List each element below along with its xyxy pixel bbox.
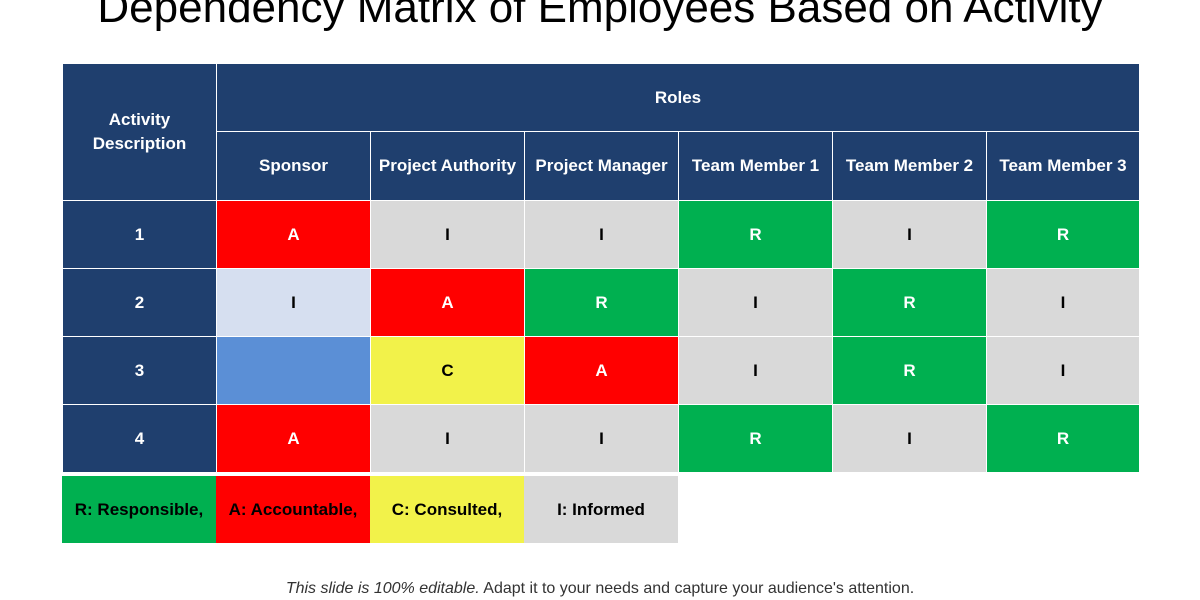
matrix-cell: I [524,200,679,269]
legend: R: Responsible, A: Accountable, C: Consult… [62,476,678,543]
matrix-cell: I [216,268,371,337]
matrix-cell: C [370,336,525,405]
role-header-row: Sponsor Project Authority Project Manager T… [63,131,1140,201]
roles-header: Roles [216,63,1140,132]
matrix-cell: R [986,404,1140,473]
legend-item: C: Consulted, [370,476,524,543]
matrix-cell: R [832,268,987,337]
activity-description-header: Activity Description [62,63,217,201]
footer-text: Adapt it to your needs and capture your … [479,580,915,597]
matrix-cell: I [986,268,1140,337]
matrix-cell: A [216,200,371,269]
matrix-cell: I [370,200,525,269]
dependency-matrix: Activity Description Roles Sponsor Projec… [62,63,1140,473]
legend-item: I: Informed [524,476,678,543]
matrix-cell [216,336,371,405]
activity-number: 3 [62,336,217,405]
matrix-cell: R [986,200,1140,269]
matrix-cell: I [986,336,1140,405]
matrix-cell: I [678,336,833,405]
legend-item: R: Responsible, [62,476,216,543]
role-header: Team Member 1 [678,131,833,201]
legend-item: A: Accountable, [216,476,370,543]
matrix-cell: I [678,268,833,337]
matrix-cell: R [832,336,987,405]
slide-title: Dependency Matrix of Employees Based on … [97,0,1103,32]
activity-number: 2 [62,268,217,337]
matrix-cell: R [678,404,833,473]
role-header: Project Manager [524,131,679,201]
matrix-cell: I [524,404,679,473]
matrix-cell: I [370,404,525,473]
role-header: Sponsor [216,131,371,201]
matrix-cell: R [678,200,833,269]
matrix-cell: A [216,404,371,473]
role-header: Project Authority [370,131,525,201]
footer-italic: This slide is 100% editable. [285,580,480,597]
activity-number: 1 [62,200,217,269]
role-header: Team Member 3 [986,131,1140,201]
matrix-cell: A [524,336,679,405]
role-header: Team Member 2 [832,131,987,201]
matrix-cell: I [832,404,987,473]
matrix-cell: A [370,268,525,337]
footer-note: This slide is 100% editable. Adapt it to… [0,580,1200,598]
matrix-cell: R [524,268,679,337]
matrix-cell: I [832,200,987,269]
activity-number: 4 [62,404,217,473]
